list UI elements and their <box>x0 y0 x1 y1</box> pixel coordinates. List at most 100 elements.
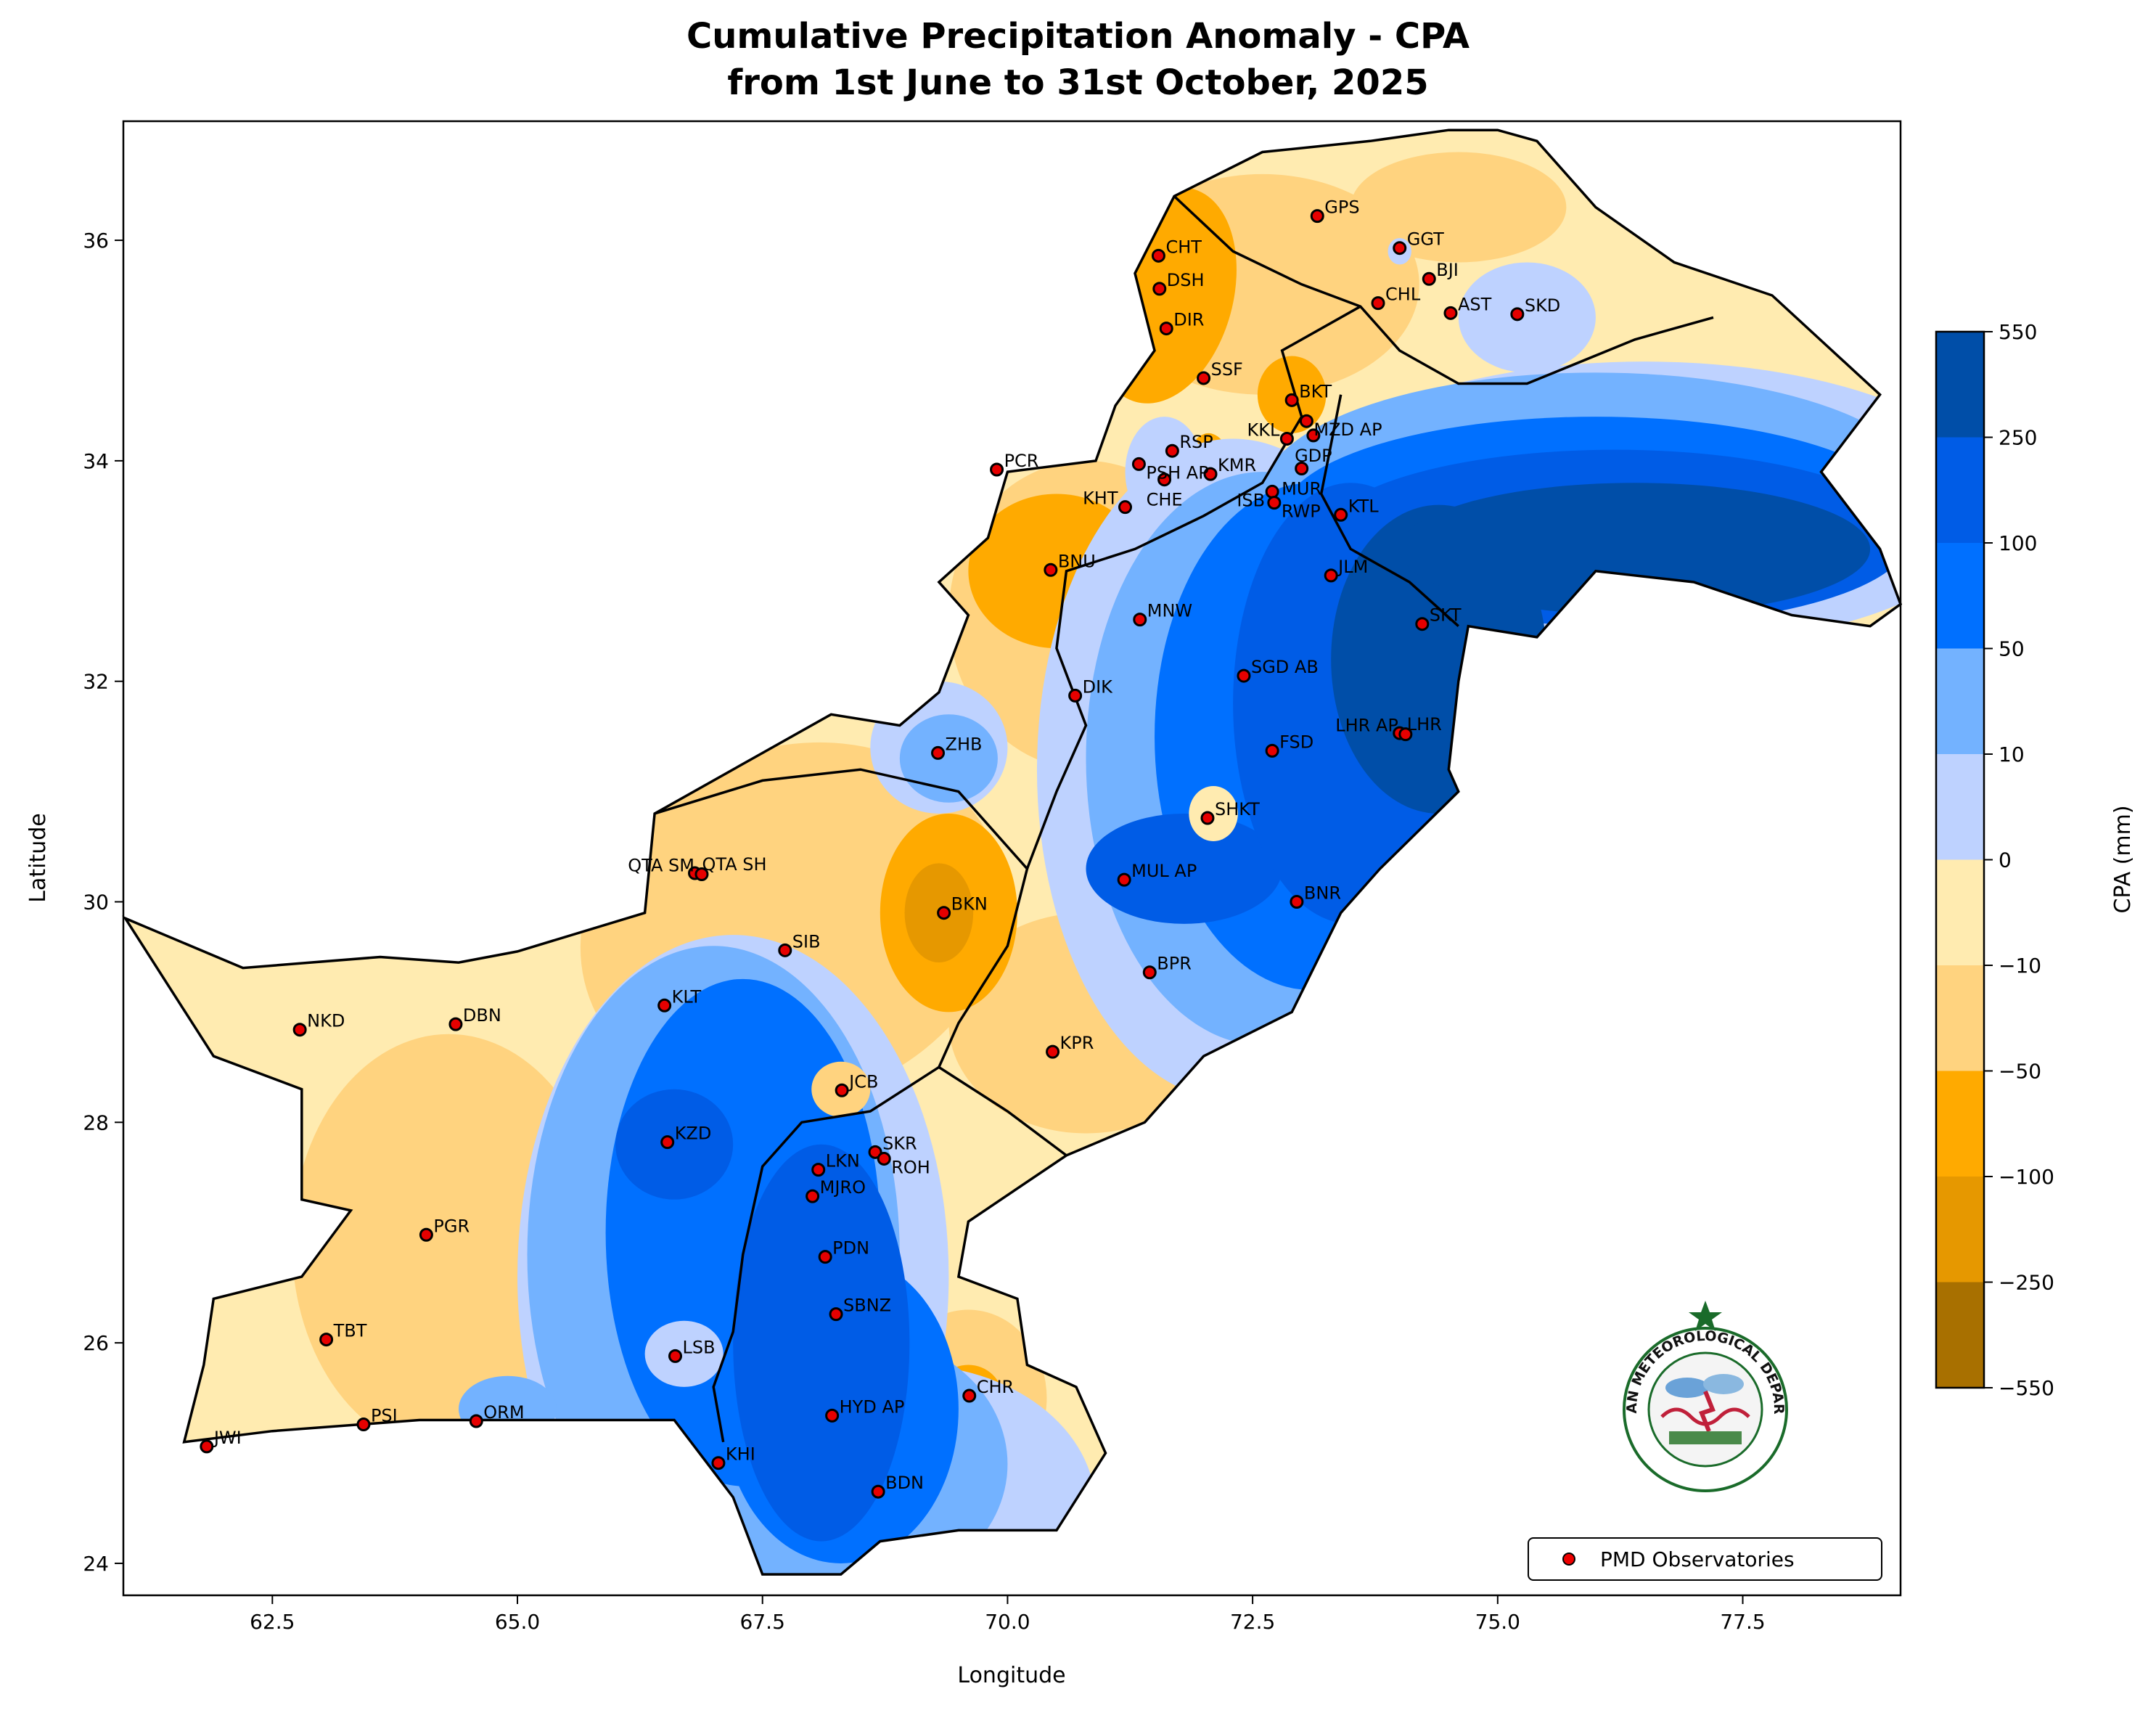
station-marker[interactable] <box>469 1414 483 1428</box>
station-marker[interactable] <box>1197 371 1211 385</box>
contour-region <box>615 1089 734 1200</box>
station-marker[interactable] <box>1443 306 1458 320</box>
station-label: SHKT <box>1215 799 1260 819</box>
station-marker[interactable] <box>668 1349 683 1363</box>
x-tick-label: 75.0 <box>1475 1610 1520 1634</box>
station-marker[interactable] <box>1131 457 1146 471</box>
station-label: ROH <box>891 1157 930 1177</box>
station-marker[interactable] <box>1279 431 1294 446</box>
station-marker[interactable] <box>1203 467 1218 481</box>
station-marker[interactable] <box>1284 393 1299 407</box>
station-marker[interactable] <box>1371 296 1385 311</box>
station-label: KZD <box>675 1124 712 1144</box>
colorbar-tick-label: −250 <box>1999 1271 2054 1295</box>
colorbar-segment <box>1936 1282 1984 1388</box>
station-marker[interactable] <box>1265 743 1279 758</box>
y-tick-label: 24 <box>83 1552 109 1576</box>
chart-title-line2: from 1st June to 31st October, 2025 <box>727 62 1429 103</box>
station-marker[interactable] <box>200 1439 214 1454</box>
station-label: PCR <box>1004 451 1039 471</box>
station-marker[interactable] <box>356 1418 371 1432</box>
station-label: RWP <box>1282 502 1321 522</box>
station-marker[interactable] <box>877 1151 891 1166</box>
station-marker[interactable] <box>825 1408 840 1423</box>
station-marker[interactable] <box>818 1250 832 1264</box>
station-marker[interactable] <box>1118 500 1133 515</box>
station-marker[interactable] <box>937 906 951 920</box>
station-marker[interactable] <box>1267 496 1282 510</box>
station-marker[interactable] <box>419 1227 433 1242</box>
map-plot-area <box>122 120 1903 1597</box>
station-label: KHI <box>726 1444 755 1465</box>
station-label: SKT <box>1430 605 1462 626</box>
station-marker[interactable] <box>1393 241 1407 255</box>
station-marker[interactable] <box>962 1388 977 1403</box>
station-marker[interactable] <box>990 462 1004 477</box>
station-label: JWI <box>213 1428 242 1448</box>
station-label: LKN <box>826 1151 860 1171</box>
station-marker[interactable] <box>931 745 946 760</box>
colorbar-segment <box>1936 543 1984 649</box>
station-label: SIB <box>792 931 821 952</box>
station-marker[interactable] <box>694 867 709 882</box>
station-marker[interactable] <box>1310 209 1324 224</box>
station-marker[interactable] <box>657 998 672 1012</box>
colorbar-tick-label: −100 <box>1999 1165 2054 1189</box>
station-marker[interactable] <box>1151 248 1165 263</box>
station-label: LHR <box>1407 714 1442 735</box>
station-marker[interactable] <box>1324 568 1338 583</box>
station-marker[interactable] <box>1159 322 1173 336</box>
station-marker[interactable] <box>868 1145 882 1159</box>
station-marker[interactable] <box>1068 688 1083 703</box>
station-marker[interactable] <box>1306 428 1321 443</box>
colorbar-segment <box>1936 754 1984 860</box>
station-marker[interactable] <box>1142 965 1157 980</box>
station-marker[interactable] <box>778 943 792 957</box>
station-marker[interactable] <box>806 1189 820 1203</box>
boundary-line <box>1319 394 1459 628</box>
station-marker[interactable] <box>1044 562 1058 577</box>
station-marker[interactable] <box>711 1456 726 1470</box>
station-marker[interactable] <box>1046 1044 1060 1059</box>
station-label: DIK <box>1083 676 1114 697</box>
station-marker[interactable] <box>1133 613 1147 627</box>
station-marker[interactable] <box>1510 307 1525 322</box>
station-label: KMR <box>1218 455 1256 475</box>
station-marker[interactable] <box>1265 484 1279 499</box>
station-label: SGD AB <box>1251 657 1319 677</box>
station-label: DSH <box>1167 270 1205 290</box>
contour-region <box>1125 417 1204 528</box>
contour-region <box>899 714 998 803</box>
colorbar-segment <box>1936 437 1984 544</box>
station-marker[interactable] <box>1398 727 1413 742</box>
station-marker[interactable] <box>1422 271 1436 286</box>
station-marker[interactable] <box>1415 617 1430 631</box>
station-marker[interactable] <box>835 1083 849 1097</box>
station-marker[interactable] <box>871 1484 885 1499</box>
station-marker[interactable] <box>1157 472 1172 487</box>
station-marker[interactable] <box>1295 462 1309 476</box>
station-marker[interactable] <box>829 1307 843 1322</box>
colorbar-label: CPA (mm) <box>2110 805 2136 913</box>
station-label: MUR <box>1282 479 1321 499</box>
station-marker[interactable] <box>1334 507 1348 522</box>
station-marker[interactable] <box>319 1333 334 1347</box>
x-tick-label: 72.5 <box>1230 1610 1275 1634</box>
station-label: BKN <box>951 894 988 915</box>
station-marker[interactable] <box>1290 895 1304 909</box>
station-marker[interactable] <box>1152 282 1167 296</box>
station-marker[interactable] <box>660 1135 675 1150</box>
station-marker[interactable] <box>448 1017 463 1031</box>
station-marker[interactable] <box>1299 414 1313 428</box>
station-marker[interactable] <box>1117 872 1131 887</box>
station-marker[interactable] <box>292 1023 307 1037</box>
chart-title-line1: Cumulative Precipitation Anomaly - CPA <box>686 16 1470 57</box>
station-marker[interactable] <box>1200 811 1215 825</box>
colorbar-tick-label: −10 <box>1999 954 2041 978</box>
station-marker[interactable] <box>1237 668 1251 683</box>
station-marker[interactable] <box>1165 443 1179 458</box>
station-marker[interactable] <box>811 1163 826 1177</box>
colorbar-tick-label: 10 <box>1999 742 2025 766</box>
station-label: GPS <box>1324 197 1359 218</box>
